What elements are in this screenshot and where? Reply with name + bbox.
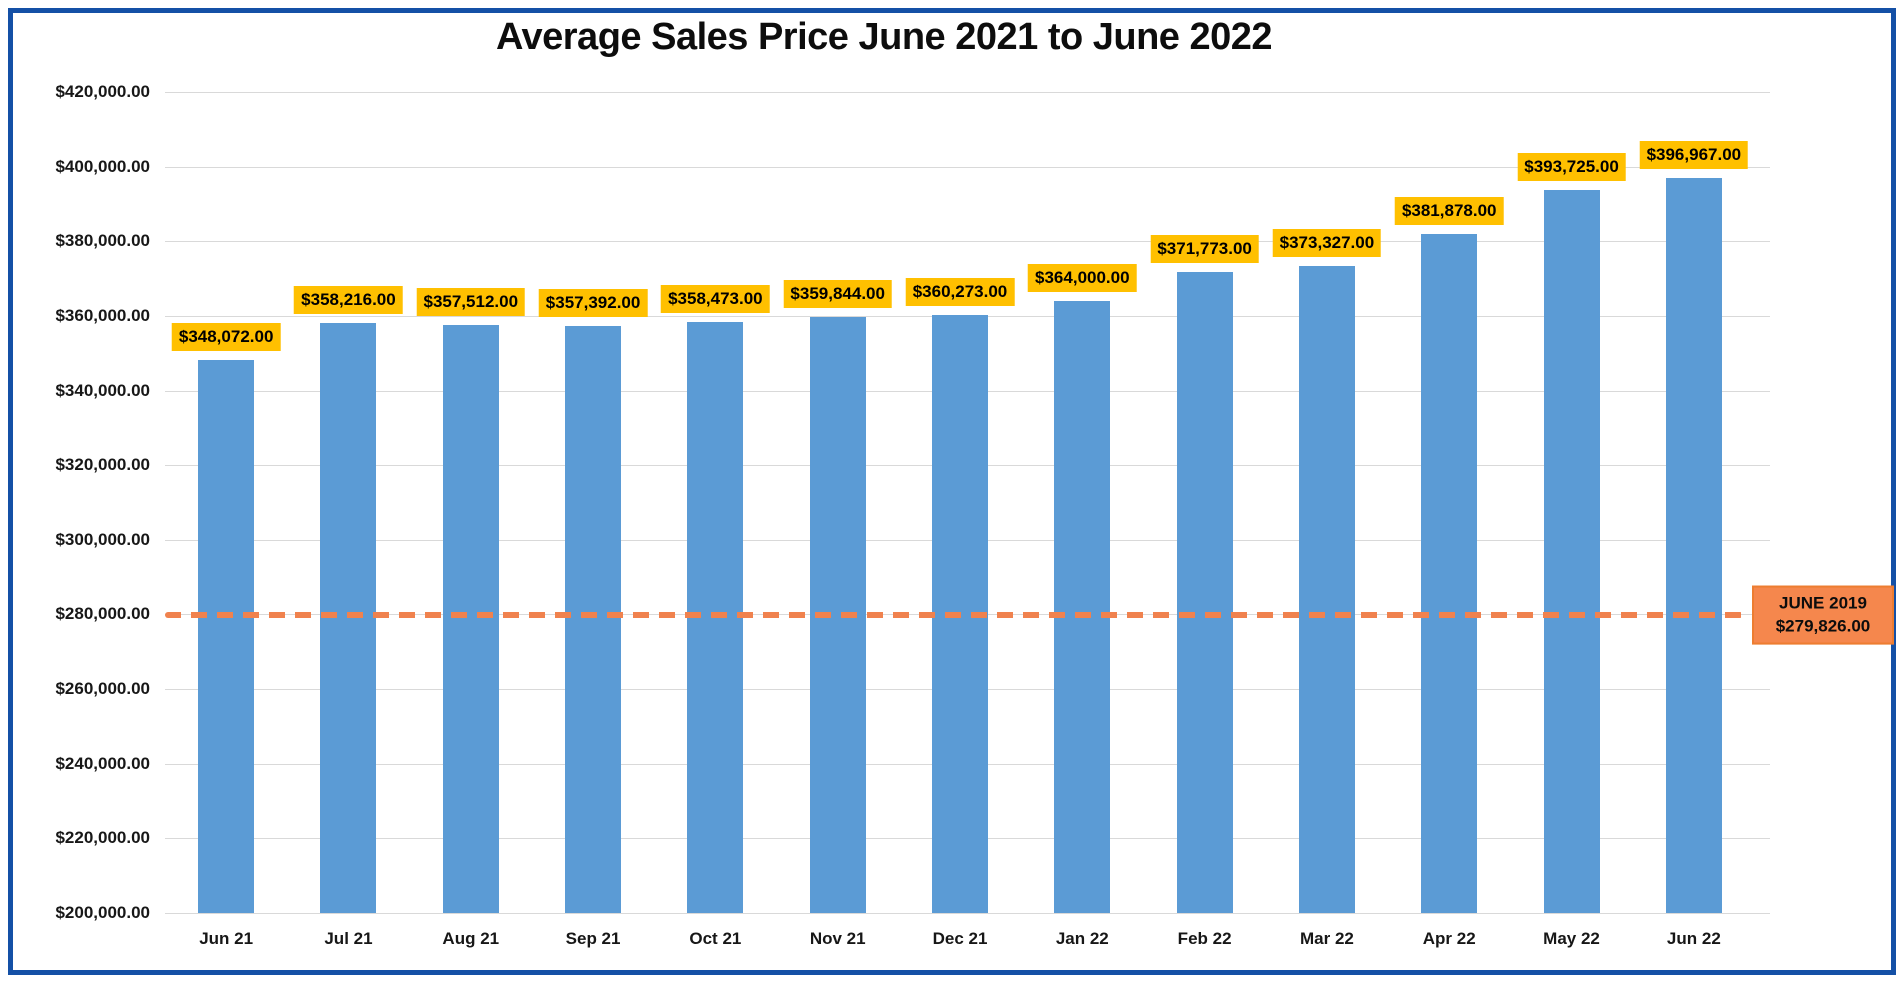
bar-sep-21 [565,325,622,913]
x-axis-tick-label: Aug 21 [442,929,500,948]
bar-may-22 [1543,190,1600,913]
reference-label-value: $279,826.00 [1775,616,1871,636]
chart-title: Average Sales Price June 2021 to June 20… [495,16,1273,58]
data-label: $371,773.00 [1150,234,1259,263]
plot-area: JUNE 2019 $279,826.00 $420,000.00 $400,00… [55,82,1894,948]
data-label: $358,473.00 [661,284,770,313]
y-axis-tick-label: $300,000.00 [55,529,150,549]
x-axis-tick-label: Oct 21 [689,929,742,948]
y-axis-tick-label: $260,000.00 [55,679,150,699]
data-label: $358,216.00 [294,285,403,314]
x-axis-tick-label: Jan 22 [1055,929,1109,948]
bar-feb-22 [1176,271,1233,913]
y-axis-tick-label: $280,000.00 [55,604,150,624]
bar-apr-22 [1421,234,1478,913]
x-axis-tick-label: Jun 22 [1666,929,1721,948]
y-axis-tick-label: $340,000.00 [55,380,150,400]
y-axis-tick-label: $240,000.00 [55,753,150,773]
bar-jun-21 [198,360,255,913]
data-label: $348,072.00 [171,323,281,352]
bar-jun-22 [1665,177,1722,913]
bar-jan-22 [1054,300,1111,913]
data-label: $396,967.00 [1639,140,1749,169]
y-axis-tick-label: $400,000.00 [55,156,150,176]
x-axis-tick-label: Jun 21 [199,929,254,948]
gridline [165,92,1770,93]
reference-label: JUNE 2019 $279,826.00 [1752,585,1894,645]
data-label: $360,273.00 [905,277,1015,306]
data-label: $357,392.00 [538,288,648,317]
x-axis-tick-label: Mar 22 [1299,929,1354,948]
y-axis-tick-label: $200,000.00 [55,903,150,922]
y-axis-tick-label: $380,000.00 [55,231,150,251]
y-axis-tick-label: $320,000.00 [55,455,150,475]
data-label: $373,327.00 [1272,229,1382,258]
bar-aug-21 [442,325,499,913]
y-axis-tick-label: $420,000.00 [55,82,150,101]
data-label: $364,000.00 [1028,263,1137,292]
gridline [165,241,1770,243]
x-axis-tick-label: Apr 22 [1422,929,1476,948]
x-axis-tick-label: Nov 21 [809,929,866,948]
data-label: $359,844.00 [783,279,892,308]
reference-label-year: JUNE 2019 [1779,593,1867,613]
x-axis-tick-label: Feb 22 [1177,929,1232,948]
data-label: $381,878.00 [1394,197,1504,226]
x-axis-tick-label: Dec 21 [932,929,988,948]
x-axis-tick-label: Sep 21 [565,929,621,948]
x-axis-tick-label: May 22 [1543,929,1600,948]
data-label: $393,725.00 [1517,153,1626,182]
gridline [165,166,1770,168]
gridline [165,913,1770,914]
data-label: $357,512.00 [416,288,526,317]
bar-mar-22 [1298,266,1355,913]
reference-line [165,612,1743,619]
x-axis-tick-label: Jul 21 [324,929,373,948]
y-axis-tick-label: $360,000.00 [55,305,150,325]
y-axis-tick-label: $220,000.00 [55,828,150,848]
